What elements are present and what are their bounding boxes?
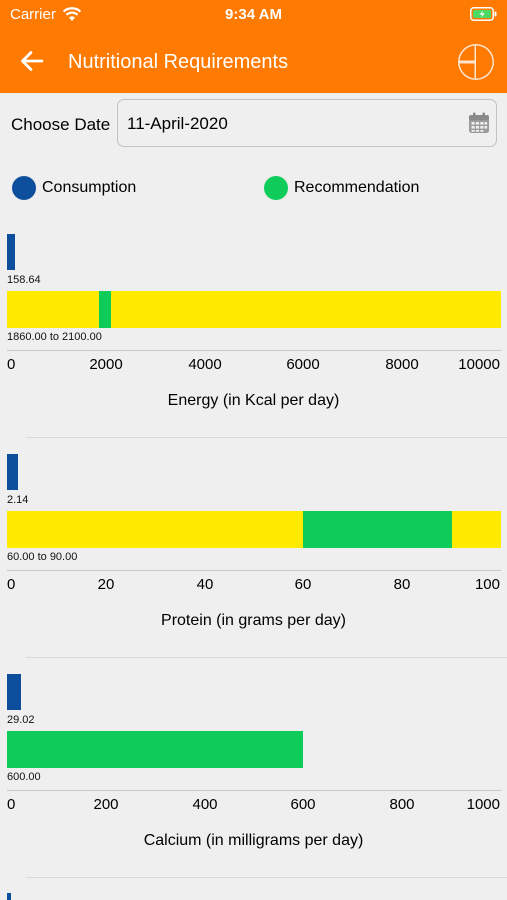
date-field[interactable]: 11-April-2020	[117, 99, 497, 147]
choose-date-label: Choose Date	[11, 115, 111, 134]
recommendation-value-label: 600.00	[7, 771, 41, 783]
consumption-value-label: 158.64	[7, 274, 41, 286]
consumption-swatch	[12, 176, 36, 200]
recommendation-track	[7, 511, 501, 548]
status-time: 9:34 AM	[225, 6, 282, 23]
date-value: 11-April-2020	[127, 114, 228, 133]
x-axis-tick-label: 1000	[466, 796, 500, 813]
nutrient-section: 158.64 1860.00 to 2100.00 0 2000 4000 6000 800…	[0, 234, 507, 454]
page-title: Nutritional Requirements	[68, 51, 289, 73]
recommendation-bar	[7, 731, 303, 768]
x-axis-tick-label: 20	[97, 576, 115, 593]
recommendation-value-label: 1860.00 to 2100.00	[7, 331, 102, 343]
consumption-bar	[7, 234, 15, 270]
section-divider	[26, 877, 507, 878]
nutrient-section: 2.14 60.00 to 90.00 0 20 40 60 80 100 Protein (i…	[0, 454, 507, 674]
x-axis-tick-label: 400	[192, 796, 218, 813]
recommendation-track	[7, 731, 501, 768]
nav-bar: Nutritional Requirements	[0, 30, 507, 93]
x-axis-tick-label: 2000	[89, 356, 123, 373]
status-bar: Carrier 9:34 AM	[0, 0, 507, 30]
recommendation-track	[7, 291, 501, 328]
x-axis-tick-label: 0	[7, 576, 16, 593]
x-axis-line	[7, 790, 501, 791]
x-axis-tick-label: 8000	[385, 356, 419, 373]
x-axis-tick-label: 10000	[458, 356, 500, 373]
recommended-range-bar	[303, 511, 452, 548]
x-axis-tick-label: 40	[196, 576, 214, 593]
nutrient-section: 29.02 600.00 0 200 400 600 800 1000 Calcium (in …	[0, 674, 507, 894]
x-axis-tick-label: 4000	[188, 356, 222, 373]
x-axis-tick-label: 0	[7, 796, 16, 813]
next-consumption-bar	[7, 893, 11, 900]
consumption-bar	[7, 454, 18, 490]
x-axis-tick-label: 0	[7, 356, 16, 373]
section-divider	[26, 437, 507, 438]
x-axis-tick-label: 200	[93, 796, 119, 813]
back-arrow-icon[interactable]	[18, 47, 46, 75]
wifi-icon	[62, 7, 82, 21]
recommendation-value-label: 60.00 to 90.00	[7, 551, 78, 563]
x-axis-tick-label: 6000	[286, 356, 320, 373]
recommended-range-bar	[99, 291, 111, 328]
consumption-bar	[7, 674, 21, 710]
pie-chart-icon[interactable]	[457, 43, 495, 81]
x-axis-line	[7, 350, 501, 351]
calendar-icon[interactable]	[468, 112, 490, 134]
x-axis-title: Calcium (in milligrams per day)	[143, 832, 364, 849]
x-axis-tick-label: 600	[290, 796, 316, 813]
x-axis-tick-label: 60	[294, 576, 312, 593]
x-axis-tick-label: 80	[393, 576, 411, 593]
section-divider	[26, 657, 507, 658]
legend-consumption-label: Consumption	[42, 179, 137, 196]
x-axis-line	[7, 570, 501, 571]
x-axis-tick-label: 800	[389, 796, 415, 813]
consumption-value-label: 2.14	[7, 494, 29, 506]
consumption-value-label: 29.02	[7, 714, 35, 726]
x-axis-title: Energy (in Kcal per day)	[167, 392, 340, 409]
recommendation-swatch	[264, 176, 288, 200]
x-axis-title: Protein (in grams per day)	[161, 612, 346, 629]
legend-recommendation-label: Recommendation	[294, 179, 420, 196]
carrier-label: Carrier	[10, 6, 56, 23]
battery-icon	[470, 7, 497, 21]
x-axis-tick-label: 100	[474, 576, 500, 593]
